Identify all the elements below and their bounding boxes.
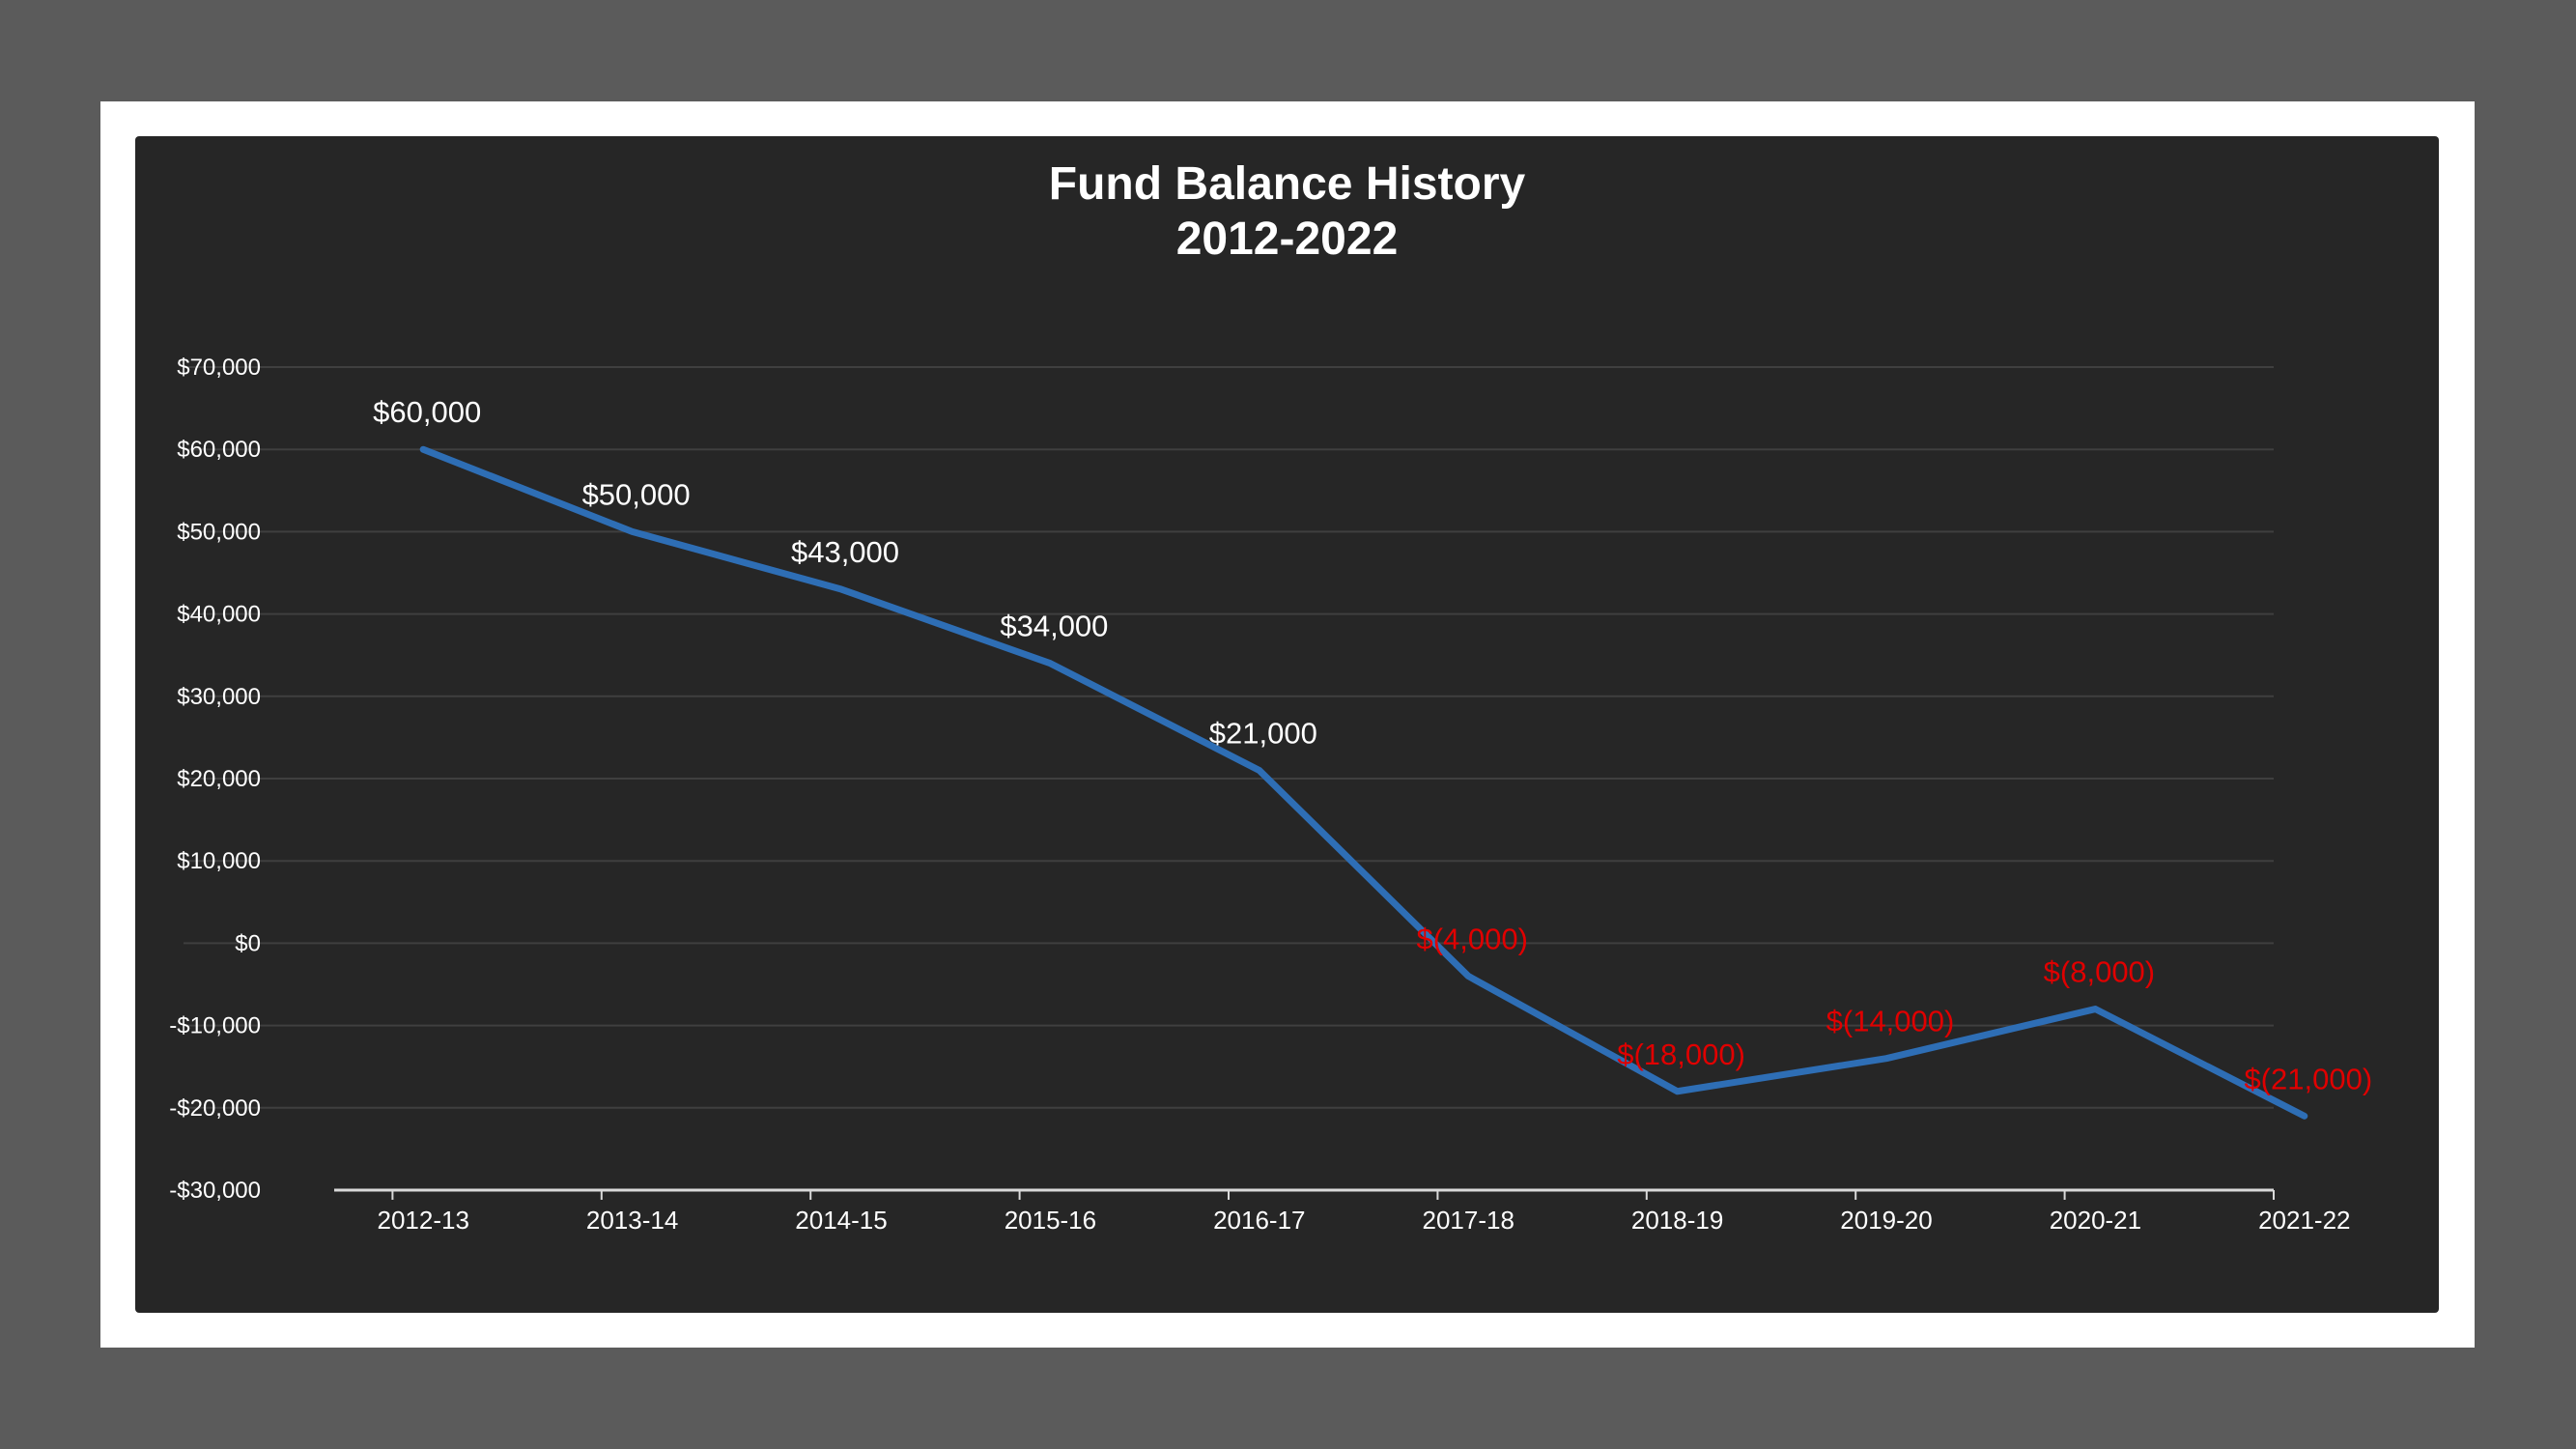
slide-frame: Fund Balance History 2012-2022 $70,000 $6… [100,101,2475,1348]
x-tick-label: 2018-19 [1631,1206,1723,1235]
data-label: $(18,000) [1617,1037,1745,1071]
y-tick-label: $60,000 [177,437,261,463]
y-tick-label: $10,000 [177,848,261,874]
x-tick-label: 2012-13 [377,1206,468,1235]
data-label: $43,000 [791,535,899,569]
x-tick-label: 2016-17 [1213,1206,1305,1235]
data-label: $21,000 [1209,716,1317,750]
data-label: $34,000 [1000,610,1108,643]
x-tick-label: 2013-14 [586,1206,678,1235]
x-tick-label: 2020-21 [2050,1206,2141,1235]
data-label: $(21,000) [2244,1062,2372,1095]
x-tick-label: 2014-15 [795,1206,887,1235]
y-tick-label: $70,000 [177,355,261,381]
data-point [838,586,844,593]
data-point [1674,1088,1681,1094]
y-tick-label: -$10,000 [169,1013,261,1039]
line-chart: $70,000 $60,000 $50,000 $40,000 $30,000 $20,0… [169,355,2372,1235]
data-point [1047,660,1054,667]
data-point [1256,767,1262,774]
chart-panel: Fund Balance History 2012-2022 $70,000 $6… [135,136,2439,1313]
chart-subtitle: 2012-2022 [1175,213,1399,265]
x-tick-label: 2019-20 [1840,1206,1932,1235]
data-point [2301,1113,2307,1120]
y-tick-label: -$20,000 [169,1095,261,1122]
x-tick-label: 2021-22 [2258,1206,2350,1235]
y-tick-label: $0 [235,930,261,956]
data-label: $50,000 [582,477,691,511]
data-point [2092,1006,2099,1012]
y-tick-label: $30,000 [177,684,261,710]
data-point [629,528,636,535]
data-label: $60,000 [373,395,481,429]
series-line [419,445,2308,1120]
data-label: $(14,000) [1826,1005,1955,1038]
data-point [1465,973,1472,980]
data-label: $(4,000) [1416,922,1527,955]
y-tick-label: $20,000 [177,766,261,792]
x-tick-label: 2015-16 [1005,1206,1096,1235]
data-point [420,446,427,453]
y-tick-label: $50,000 [177,519,261,545]
x-tick-label: 2017-18 [1422,1206,1514,1235]
chart-title: Fund Balance History [1048,158,1526,210]
data-label: $(8,000) [2044,955,2155,989]
data-point [1883,1055,1889,1062]
y-tick-label: -$30,000 [169,1178,261,1204]
y-tick-label: $40,000 [177,602,261,628]
